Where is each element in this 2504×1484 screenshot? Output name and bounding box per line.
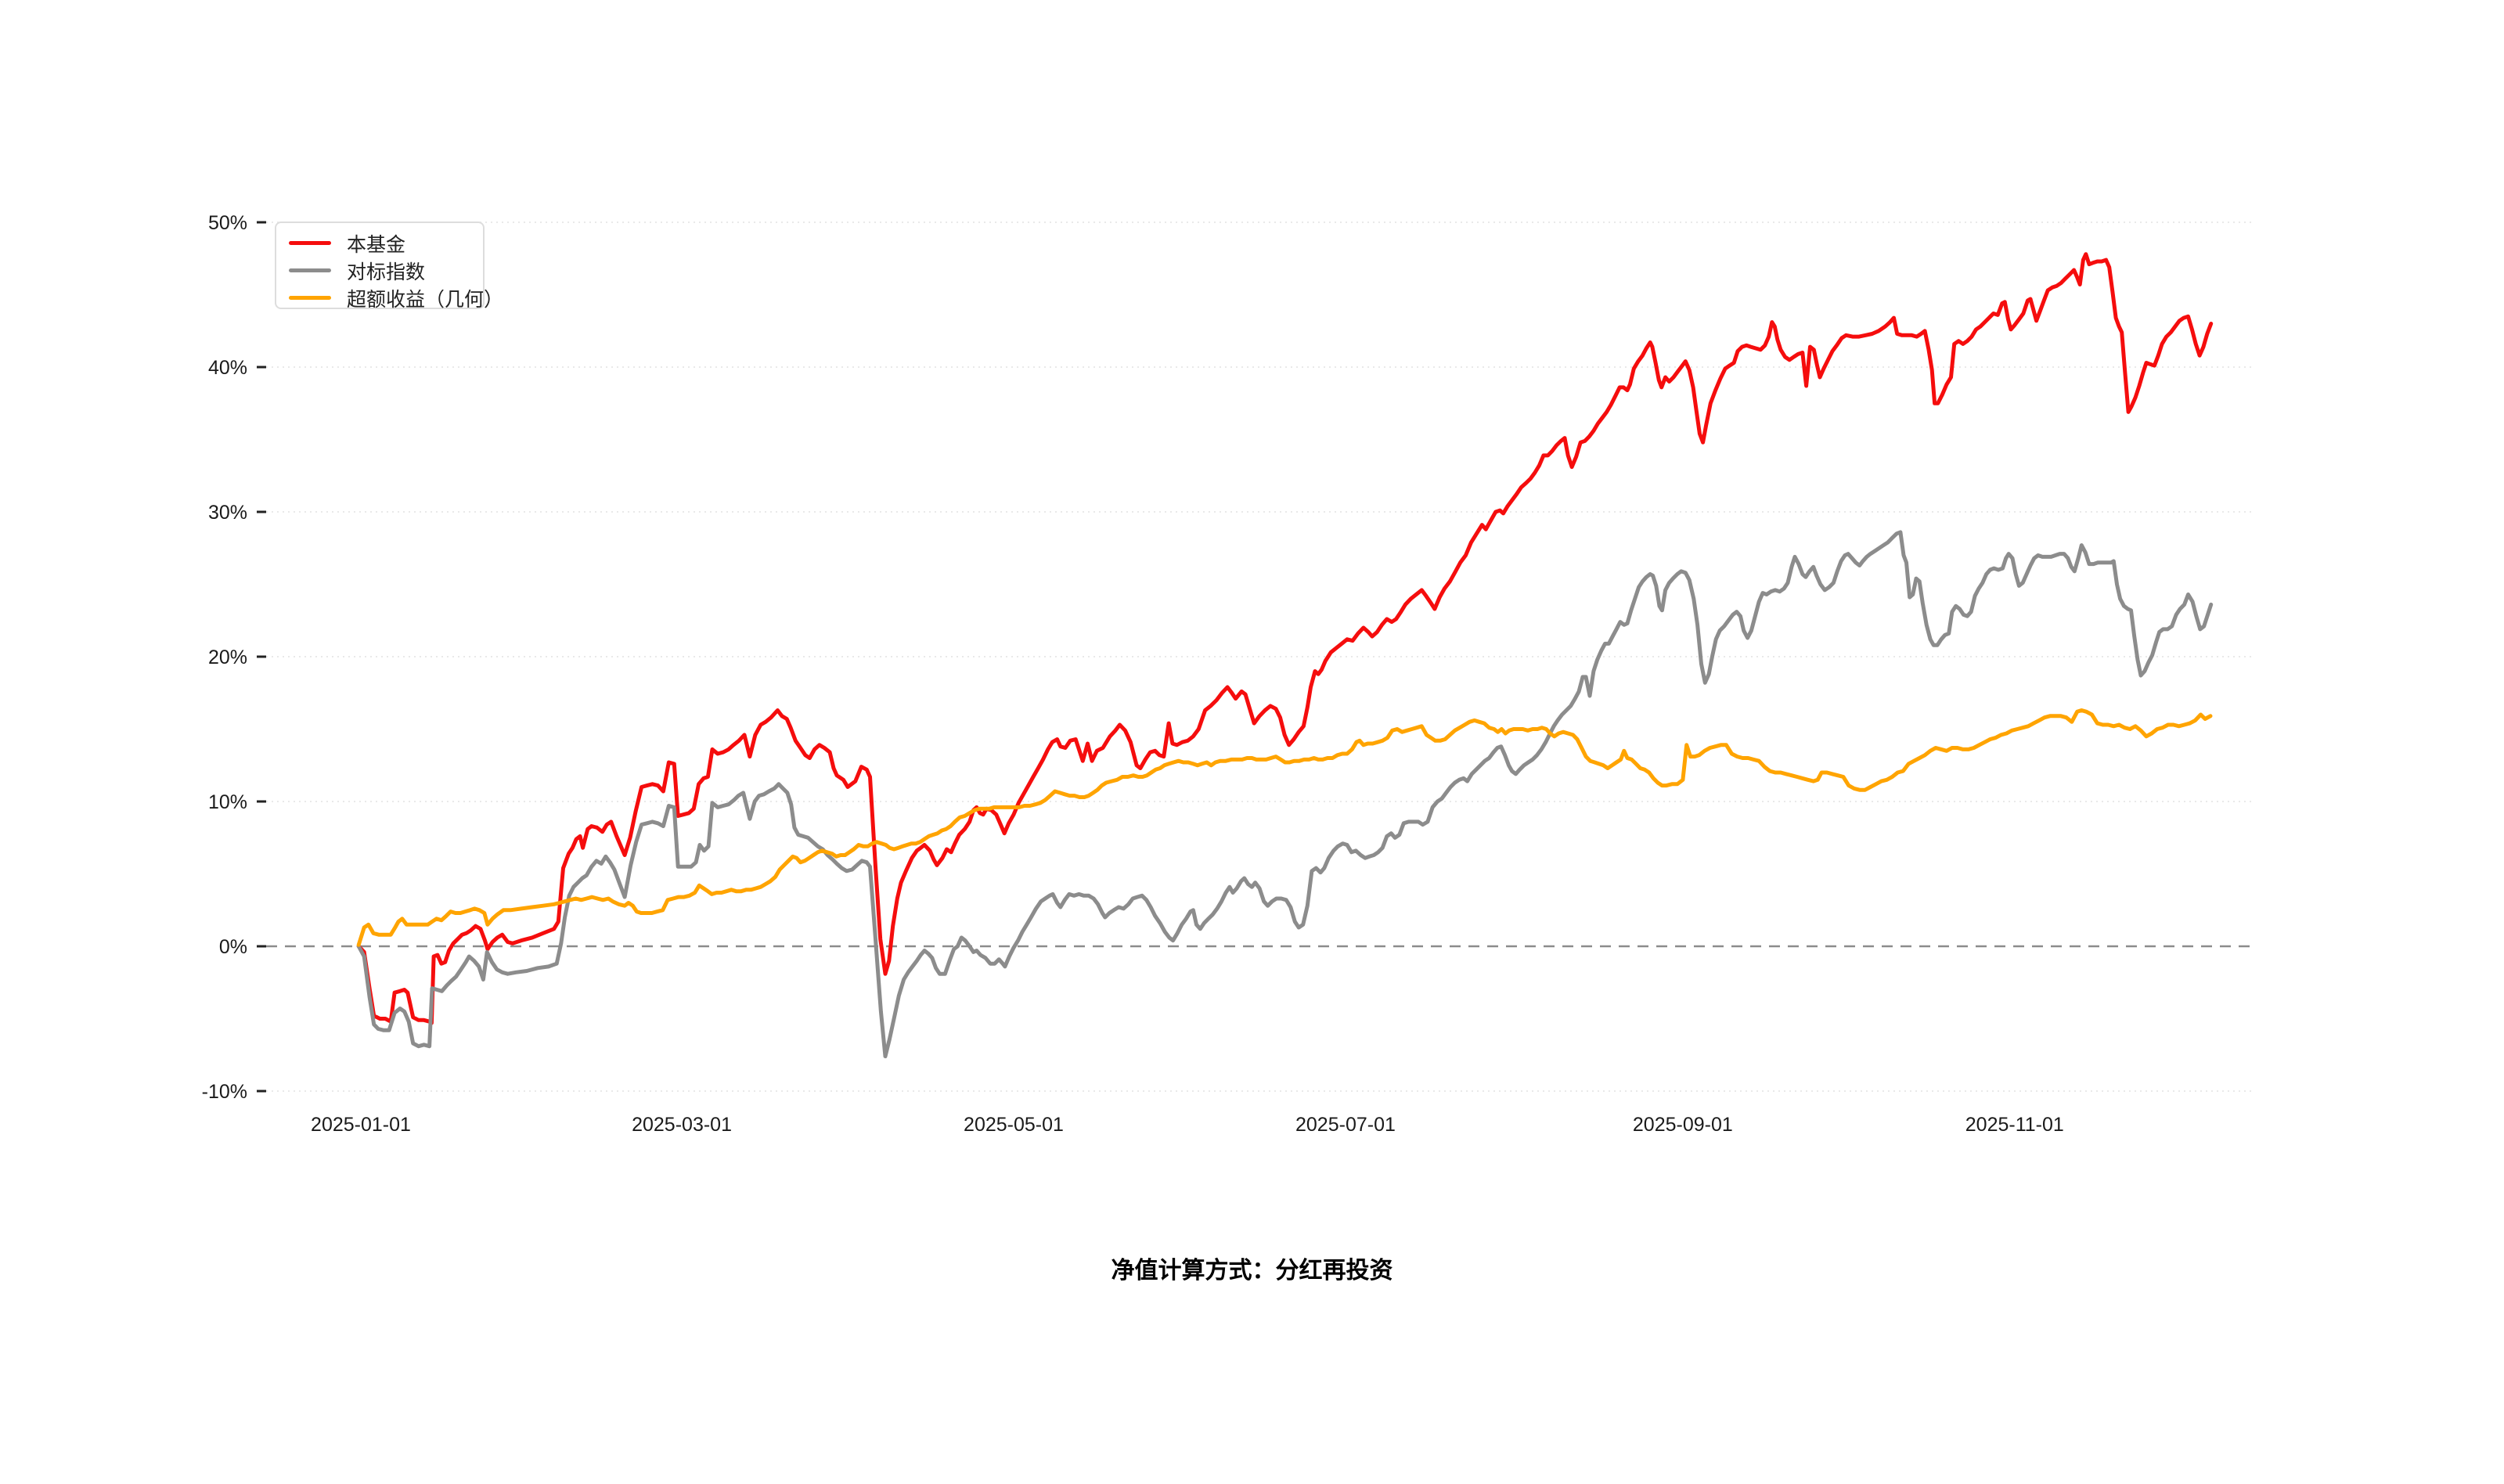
legend-item-1[interactable]: 对标指数 <box>289 257 469 284</box>
x-axis-label: 2025-07-01 <box>1295 1114 1396 1136</box>
y-axis-label: -10% <box>202 1081 247 1103</box>
x-axis-label: 2025-01-01 <box>311 1114 411 1136</box>
x-axis-label: 2025-03-01 <box>632 1114 732 1136</box>
y-axis-label: 40% <box>208 357 247 379</box>
legend-swatch-icon <box>289 241 331 245</box>
y-axis-label: 10% <box>208 791 247 813</box>
y-axis-label: 20% <box>208 647 247 668</box>
y-axis-label: 50% <box>208 212 247 234</box>
series-line-2 <box>356 708 2213 947</box>
x-axis-label: 2025-11-01 <box>1965 1114 2064 1136</box>
legend-item-0[interactable]: 本基金 <box>289 229 469 257</box>
y-axis-label: 0% <box>219 936 247 958</box>
legend-item-2[interactable]: 超额收益（几何） <box>289 284 503 312</box>
legend-swatch-icon <box>289 268 331 272</box>
legend-label: 本基金 <box>347 233 406 256</box>
legend-label: 对标指数 <box>347 261 426 283</box>
legend-label: 超额收益（几何） <box>347 288 504 311</box>
legend-swatch-icon <box>289 296 331 300</box>
series-line-0 <box>356 252 2214 1025</box>
series-line-1 <box>356 530 2214 1059</box>
x-axis-label: 2025-09-01 <box>1633 1114 1733 1136</box>
chart-caption: 净值计算方式：分红再投资 <box>1111 1258 1393 1284</box>
legend: 本基金对标指数超额收益（几何） <box>275 222 503 312</box>
y-axis-label: 30% <box>208 502 247 524</box>
x-axis-label: 2025-05-01 <box>964 1114 1064 1136</box>
